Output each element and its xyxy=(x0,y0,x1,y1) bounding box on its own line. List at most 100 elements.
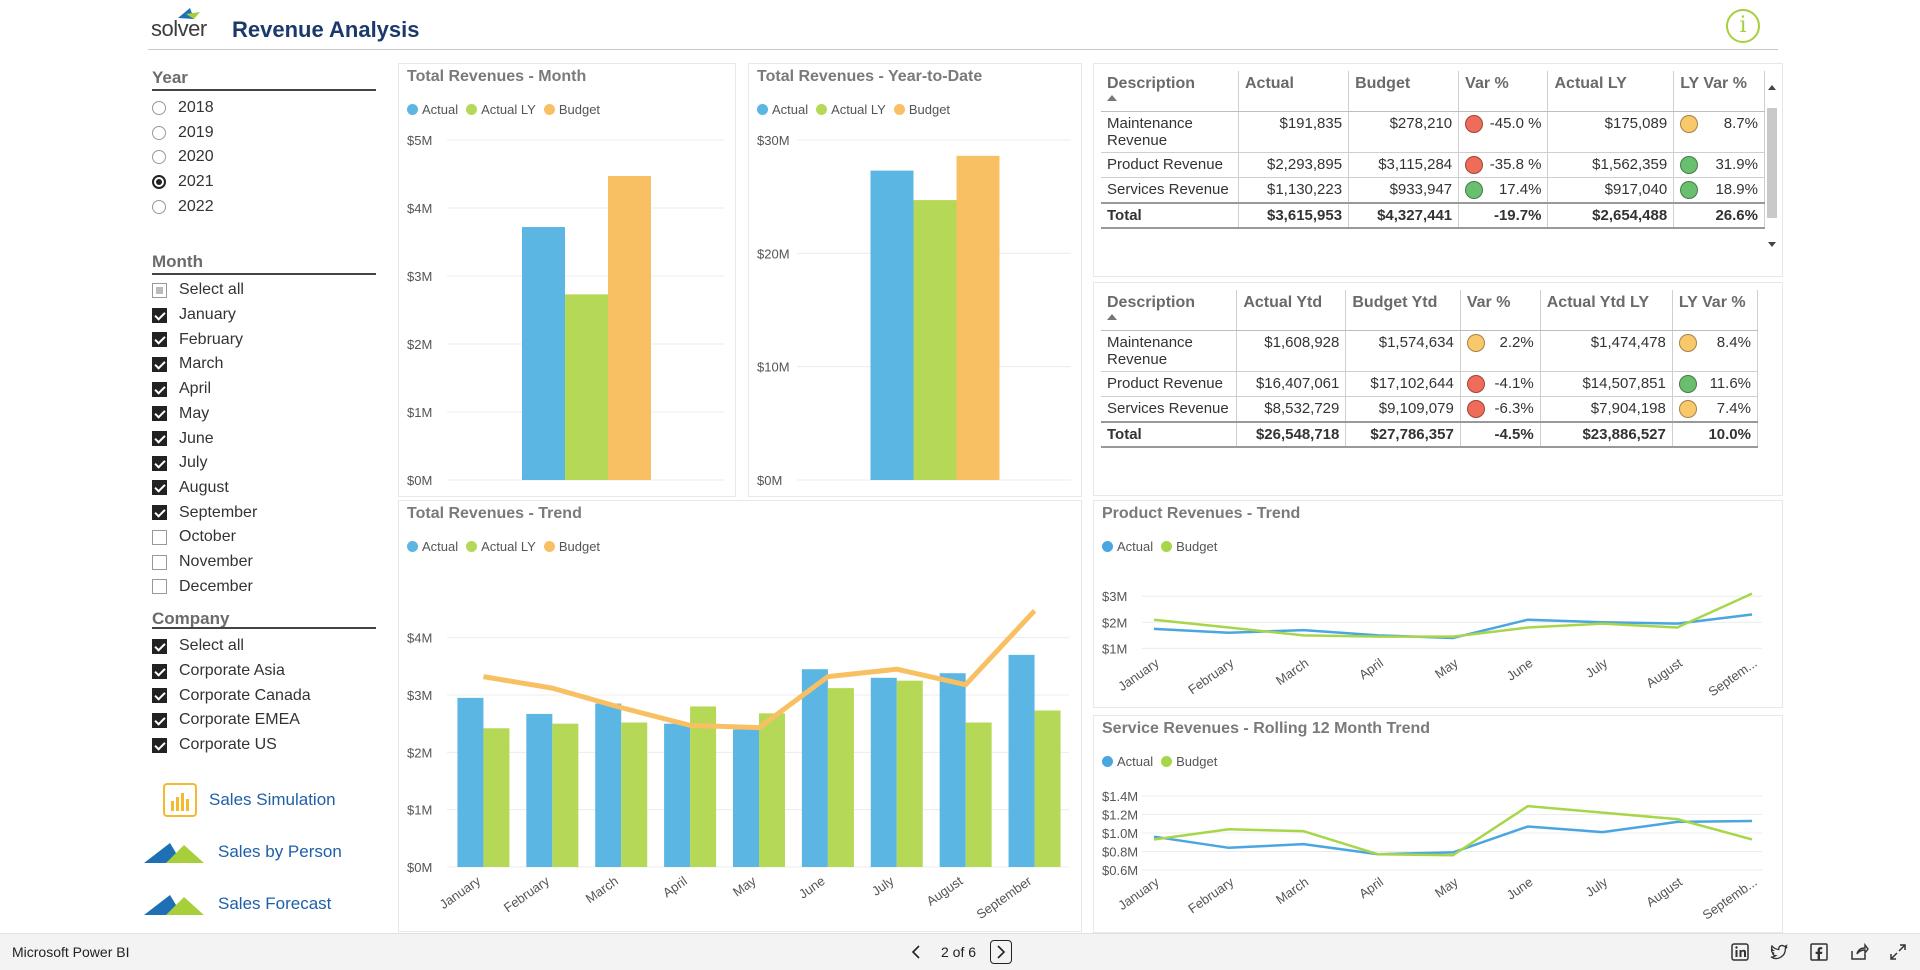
bar-actual-ly[interactable] xyxy=(621,722,648,867)
table-month-scrollbar[interactable] xyxy=(1766,72,1778,252)
column-header[interactable]: Actual xyxy=(1238,71,1350,112)
nav-sales-by-person[interactable]: Sales by Person xyxy=(142,832,342,872)
bar-actual-ly[interactable] xyxy=(896,680,923,867)
legend-item[interactable]: Actual xyxy=(757,102,808,117)
nav-sales-simulation[interactable]: Sales Simulation xyxy=(163,780,336,820)
checkbox[interactable] xyxy=(152,554,167,570)
legend-item[interactable]: Actual xyxy=(407,102,458,117)
company-option-corporate-canada[interactable]: Corporate Canada xyxy=(152,685,311,707)
bar-actual[interactable] xyxy=(457,697,484,867)
checkbox[interactable] xyxy=(152,455,167,471)
bar-actual-ly[interactable] xyxy=(552,723,579,867)
line-actual[interactable] xyxy=(1153,819,1753,856)
column-header[interactable]: Var % xyxy=(1458,71,1549,112)
checkbox[interactable] xyxy=(152,663,167,679)
bar-actual[interactable] xyxy=(522,227,565,480)
month-option-august[interactable]: August xyxy=(152,477,229,499)
checkbox[interactable] xyxy=(152,688,167,704)
bar-actual-ly[interactable] xyxy=(965,722,992,867)
checkbox[interactable] xyxy=(152,406,167,422)
bar-actual-ly[interactable] xyxy=(913,200,957,481)
legend-item[interactable]: Budget xyxy=(543,539,600,554)
chart-total-ytd[interactable]: Total Revenues - Year-to-Date Actual Actu… xyxy=(748,63,1082,497)
month-option-january[interactable]: January xyxy=(152,304,236,326)
prev-page-button[interactable] xyxy=(905,940,927,964)
line-budget[interactable] xyxy=(1153,592,1753,638)
legend-item[interactable]: Budget xyxy=(1161,754,1217,769)
next-page-button[interactable] xyxy=(990,940,1013,964)
nav-sales-forecast[interactable]: Sales Forecast xyxy=(142,884,331,924)
year-option-2019[interactable]: 2019 xyxy=(152,122,214,144)
month-option-may[interactable]: May xyxy=(152,403,209,425)
bar-budget[interactable] xyxy=(956,155,1000,480)
checkbox[interactable] xyxy=(152,307,167,323)
column-header[interactable]: Actual Ytd LY xyxy=(1540,290,1673,331)
checkbox[interactable] xyxy=(152,737,167,753)
month-option-december[interactable]: December xyxy=(152,576,253,598)
month-option-april[interactable]: April xyxy=(152,378,211,400)
radio-button[interactable] xyxy=(152,125,166,140)
table-total-row[interactable]: Total $3,615,953 $4,327,441 -19.7% $2,654,48… xyxy=(1101,202,1765,229)
month-option-july[interactable]: July xyxy=(152,452,207,474)
table-row[interactable]: Services Revenue $8,532,729 $9,109,079 -6.3… xyxy=(1101,396,1759,423)
chart-total-trend[interactable]: Total Revenues - Trend Actual Actual LY Bu… xyxy=(398,500,1082,932)
chart-service-trend[interactable]: Service Revenues - Rolling 12 Month Tren… xyxy=(1093,715,1783,933)
linkedin-icon[interactable] xyxy=(1730,942,1750,962)
radio-button[interactable] xyxy=(152,150,166,165)
checkbox[interactable] xyxy=(152,505,167,521)
bar-actual[interactable] xyxy=(870,170,914,480)
table-row[interactable]: Services Revenue $1,130,223 $933,947 17.4% $… xyxy=(1101,177,1765,204)
column-header[interactable]: Var % xyxy=(1460,290,1541,331)
legend-item[interactable]: Budget xyxy=(1161,539,1217,554)
table-row[interactable]: Maintenance Revenue $191,835 $278,210 -45.0… xyxy=(1101,111,1765,153)
fullscreen-icon[interactable] xyxy=(1888,942,1908,962)
line-budget[interactable] xyxy=(1153,804,1753,857)
month-option-february[interactable]: February xyxy=(152,329,243,351)
year-option-2018[interactable]: 2018 xyxy=(152,97,214,119)
checkbox[interactable] xyxy=(152,381,167,397)
bar-actual[interactable] xyxy=(526,713,553,867)
bar-actual[interactable] xyxy=(870,677,897,867)
info-icon[interactable]: i xyxy=(1726,9,1760,43)
chart-total-month[interactable]: Total Revenues - Month Actual Actual LY Bu… xyxy=(398,63,736,497)
bar-actual-ly[interactable] xyxy=(690,706,717,867)
line-actual[interactable] xyxy=(1153,613,1753,640)
chart-product-trend[interactable]: Product Revenues - Trend Actual Budget $1… xyxy=(1093,500,1783,708)
radio-button[interactable] xyxy=(152,101,166,115)
checkbox[interactable] xyxy=(152,282,167,298)
powerbi-brand-link[interactable]: Microsoft Power BI xyxy=(12,944,130,960)
month-select-all[interactable]: Select all xyxy=(152,279,244,301)
year-option-2021[interactable]: 2021 xyxy=(152,171,214,193)
legend-item[interactable]: Actual xyxy=(1102,754,1153,769)
table-row[interactable]: Product Revenue $2,293,895 $3,115,284 -35.8… xyxy=(1101,152,1765,178)
checkbox[interactable] xyxy=(152,480,167,496)
checkbox[interactable] xyxy=(152,712,167,728)
legend-item[interactable]: Budget xyxy=(893,102,950,117)
column-header[interactable]: LY Var % xyxy=(1673,71,1765,112)
bar-actual[interactable] xyxy=(664,723,691,867)
month-option-november[interactable]: November xyxy=(152,551,253,573)
legend-item[interactable]: Actual xyxy=(1102,539,1153,554)
column-header[interactable]: Actual Ytd xyxy=(1236,290,1347,331)
bar-actual[interactable] xyxy=(939,673,966,867)
table-month[interactable]: Description Actual Budget Var % Actual LY LY … xyxy=(1101,71,1765,229)
year-option-2022[interactable]: 2022 xyxy=(152,196,214,218)
bar-actual[interactable] xyxy=(1008,654,1035,867)
company-option-corporate-us[interactable]: Corporate US xyxy=(152,734,277,756)
legend-item[interactable]: Actual LY xyxy=(816,102,886,117)
column-header[interactable]: Description xyxy=(1101,290,1238,331)
table-row[interactable]: Product Revenue $16,407,061 $17,102,644 -4.… xyxy=(1101,371,1759,397)
checkbox[interactable] xyxy=(152,332,167,348)
radio-button[interactable] xyxy=(152,175,166,190)
bar-budget[interactable] xyxy=(608,176,651,480)
radio-button[interactable] xyxy=(152,199,166,214)
checkbox[interactable] xyxy=(152,579,167,595)
legend-item[interactable]: Actual xyxy=(407,539,458,554)
legend-item[interactable]: Actual LY xyxy=(466,539,536,554)
month-option-september[interactable]: September xyxy=(152,502,257,524)
month-option-june[interactable]: June xyxy=(152,428,214,450)
checkbox[interactable] xyxy=(152,431,167,446)
column-header[interactable]: LY Var % xyxy=(1672,290,1759,331)
month-option-march[interactable]: March xyxy=(152,353,223,375)
company-option-corporate-emea[interactable]: Corporate EMEA xyxy=(152,709,300,731)
